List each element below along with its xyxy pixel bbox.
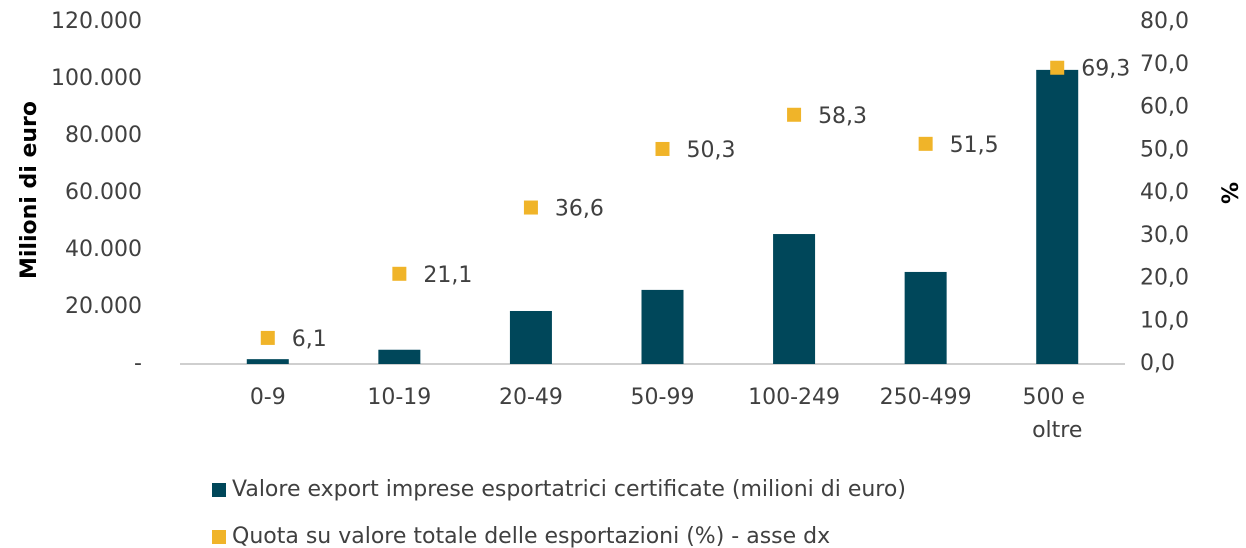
data-label: 58,3: [818, 104, 867, 129]
y-tick-label: 20.000: [65, 294, 142, 319]
y2-tick-label: 50,0: [1140, 137, 1189, 162]
bar: [378, 349, 421, 364]
y-tick-label: 60.000: [65, 180, 142, 205]
legend-label: Valore export imprese esportatrici certi…: [232, 477, 906, 502]
y-tick-label: 100.000: [51, 66, 142, 91]
x-tick-label: 500 e oltre: [1022, 385, 1092, 443]
bar: [641, 289, 684, 364]
y-tick-label: 40.000: [65, 237, 142, 262]
bar: [1036, 69, 1079, 364]
data-label: 69,3: [1081, 57, 1130, 82]
x-tick-label: 20-49: [499, 385, 563, 410]
y-tick-label: 120.000: [51, 9, 142, 34]
data-label: 51,5: [950, 133, 999, 158]
y-tick-label: -: [134, 351, 142, 376]
marker: [918, 136, 933, 151]
y2-axis-title: %: [1219, 182, 1244, 204]
marker: [260, 330, 275, 345]
data-label: 21,1: [423, 263, 472, 288]
x-tick-label: 100-249: [748, 385, 840, 410]
marker: [523, 200, 538, 215]
data-label: 6,1: [292, 327, 327, 352]
bar: [509, 310, 552, 364]
x-tick-label: 50-99: [631, 385, 695, 410]
bar: [246, 359, 289, 364]
y2-tick-label: 80,0: [1140, 9, 1189, 34]
y2-tick-label: 70,0: [1140, 52, 1189, 77]
y2-tick-label: 0,0: [1140, 351, 1175, 376]
x-tick-label: 0-9: [250, 385, 286, 410]
y2-tick-label: 20,0: [1140, 266, 1189, 291]
x-tick-label: 250-499: [880, 385, 972, 410]
y2-tick-label: 60,0: [1140, 95, 1189, 120]
bar: [773, 234, 816, 364]
marker: [787, 107, 802, 122]
legend-swatch: [212, 483, 226, 497]
marker: [392, 266, 407, 281]
y2-tick-label: 40,0: [1140, 180, 1189, 205]
y2-tick-label: 30,0: [1140, 223, 1189, 248]
marker: [655, 141, 670, 156]
legend-label: Quota su valore totale delle esportazion…: [232, 524, 830, 548]
y-tick-label: 80.000: [65, 123, 142, 148]
marker: [1050, 60, 1065, 75]
bar: [904, 271, 947, 364]
legend-swatch: [212, 530, 226, 544]
data-label: 50,3: [687, 138, 736, 163]
x-tick-label: 10-19: [367, 385, 431, 410]
y-axis-title: Milioni di euro: [17, 101, 42, 279]
y2-tick-label: 10,0: [1140, 308, 1189, 333]
data-label: 36,6: [555, 197, 604, 222]
